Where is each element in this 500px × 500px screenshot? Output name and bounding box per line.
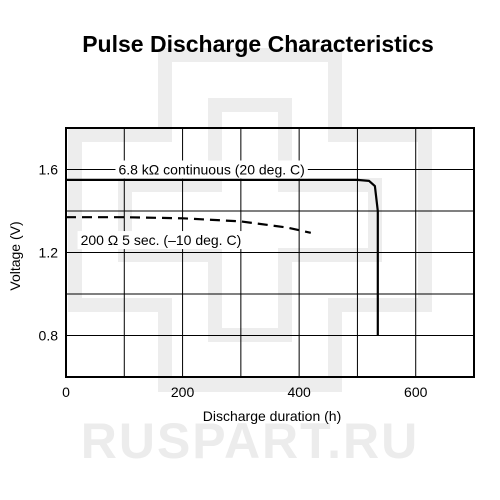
x-tick-label: 200 (171, 384, 195, 400)
x-tick-label: 400 (287, 384, 311, 400)
annotation-continuous: 6.8 kΩ continuous (20 deg. C) (118, 162, 304, 178)
annotation-background (115, 160, 308, 179)
annotation-background (77, 231, 245, 250)
x-axis-title: Discharge duration (h) (203, 408, 342, 424)
chart-title: Pulse Discharge Characteristics (82, 31, 434, 57)
x-tick-label: 0 (62, 384, 70, 400)
series-layer (66, 178, 379, 336)
series-line-continuous (66, 178, 379, 336)
y-tick-label: 0.8 (39, 328, 59, 344)
annotation-pulse: 200 Ω 5 sec. (–10 deg. C) (81, 232, 242, 248)
series-line-pulse (66, 216, 312, 234)
plot-frame (65, 127, 475, 378)
watermark-text: RUSPART.RU (81, 413, 420, 469)
y-tick-labels: 0.8 1.2 1.6 (39, 162, 59, 344)
plot-border (65, 127, 475, 378)
y-tick-label: 1.2 (39, 245, 59, 261)
annotations: 6.8 kΩ continuous (20 deg. C) 200 Ω 5 se… (77, 160, 308, 250)
x-tick-label: 600 (404, 384, 428, 400)
watermark: RUSPART.RU (68, 48, 432, 469)
y-tick-label: 1.6 (39, 162, 59, 178)
y-axis-title: Voltage (V) (7, 221, 23, 290)
x-tick-labels: 0 200 400 600 (62, 384, 428, 400)
